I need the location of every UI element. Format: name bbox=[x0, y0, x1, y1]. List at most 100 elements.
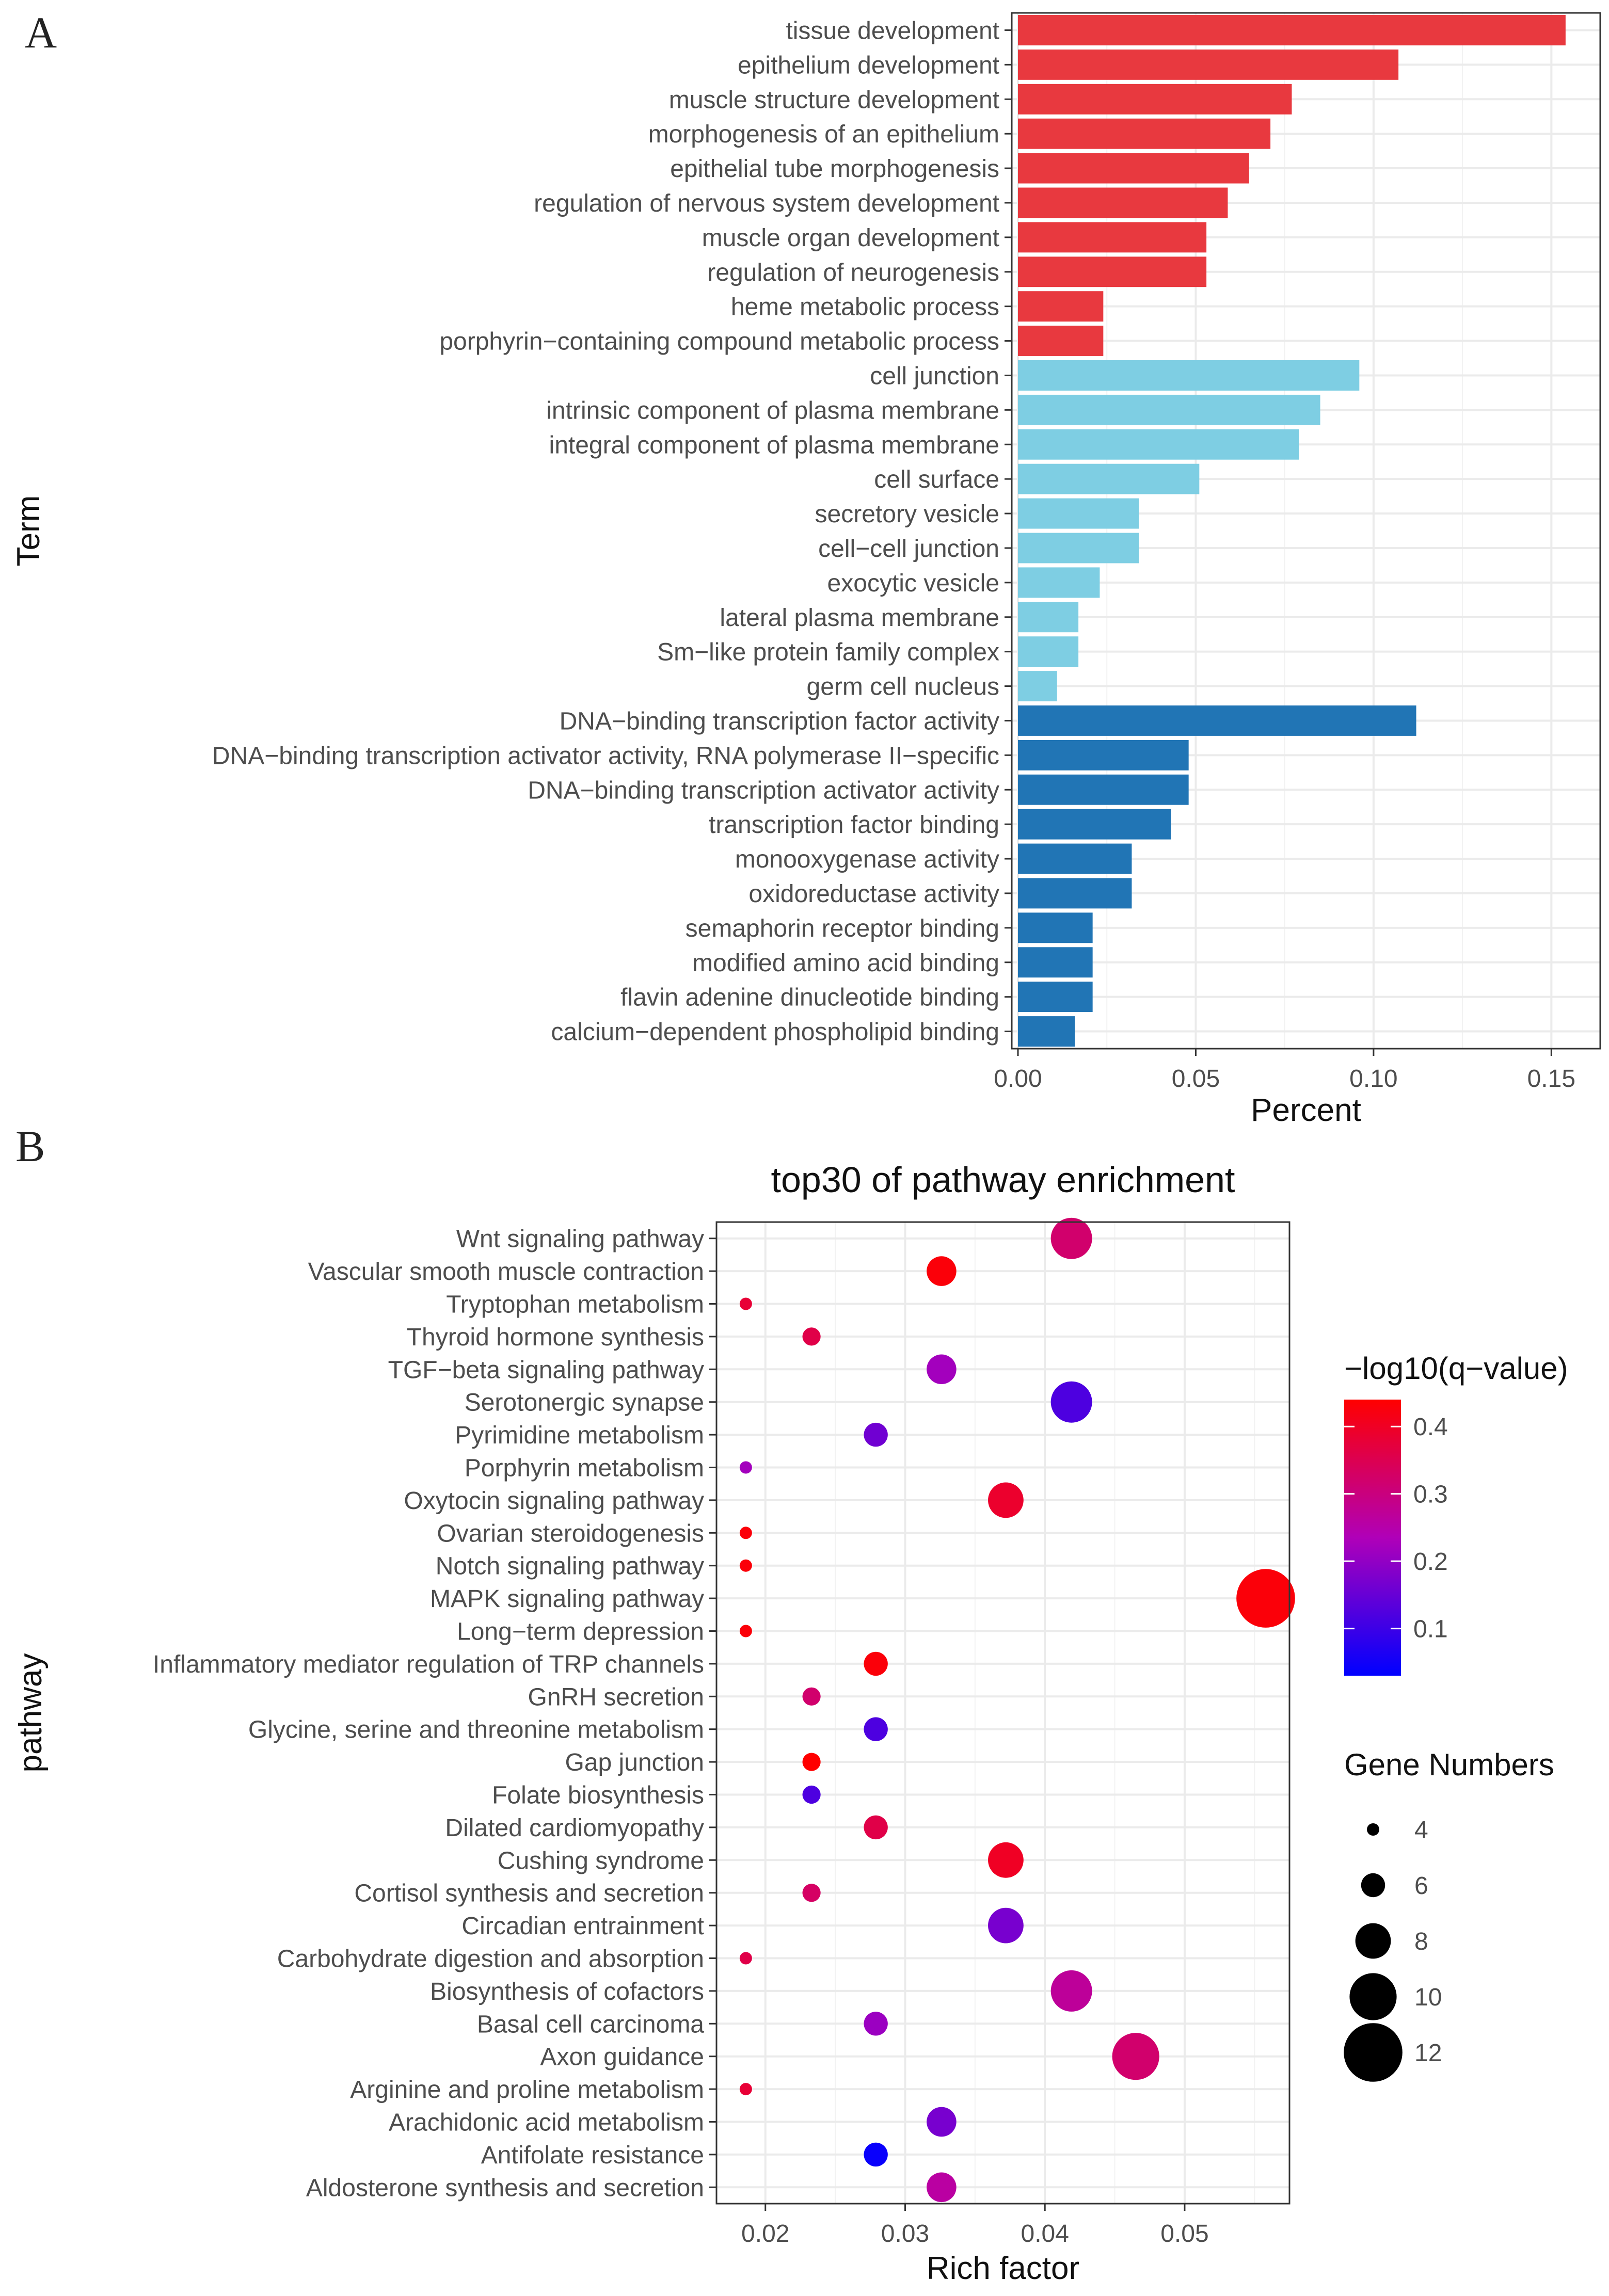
panel-a-y-tick-label: regulation of nervous system development bbox=[534, 190, 999, 217]
panel-b-y-tick-label: Cortisol synthesis and secretion bbox=[354, 1880, 704, 1907]
point-wnt-signaling-pathway bbox=[1050, 1217, 1092, 1259]
point-long-term-depression bbox=[739, 1625, 752, 1637]
size-legend-dot bbox=[1361, 1873, 1385, 1898]
point-dilated-cardiomyopathy bbox=[864, 1815, 888, 1840]
panel-b-y-tick-label: Thyroid hormone synthesis bbox=[407, 1324, 704, 1351]
size-legend-dot bbox=[1355, 1923, 1391, 1959]
panel-a-y-tick-label: lateral plasma membrane bbox=[720, 604, 999, 632]
point-thyroid-hormone-synthesis bbox=[802, 1327, 821, 1346]
bar-monooxygenase-activity bbox=[1018, 843, 1132, 874]
point-vascular-smooth-muscle-contraction bbox=[927, 1256, 957, 1286]
panel-label-a: A bbox=[25, 8, 57, 57]
panel-a-y-tick-label: tissue development bbox=[786, 17, 999, 44]
panel-b-y-tick-label: Dilated cardiomyopathy bbox=[445, 1815, 704, 1842]
bar-dna-binding-transcription-factor-activity bbox=[1018, 705, 1416, 736]
panel-a-y-tick-label: oxidoreductase activity bbox=[748, 880, 999, 908]
bar-flavin-adenine-dinucleotide-binding bbox=[1018, 982, 1093, 1013]
panel-a-y-tick-label: DNA−binding transcription activator acti… bbox=[528, 777, 999, 804]
point-oxytocin-signaling-pathway bbox=[988, 1482, 1024, 1518]
point-antifolate-resistance bbox=[864, 2142, 888, 2167]
panel-a-y-axis-title: Term bbox=[11, 495, 46, 567]
bar-dna-binding-transcription-activator-activity bbox=[1018, 774, 1189, 805]
point-gnrh-secretion bbox=[802, 1687, 821, 1706]
panel-a-y-tick-label: epithelial tube morphogenesis bbox=[670, 155, 999, 183]
bar-muscle-structure-development bbox=[1018, 84, 1292, 115]
point-gap-junction bbox=[802, 1753, 821, 1771]
panel-b-y-tick-label: Biosynthesis of cofactors bbox=[430, 1978, 704, 2005]
panel-a-y-tick-label: porphyrin−containing compound metabolic … bbox=[439, 328, 999, 356]
point-ovarian-steroidogenesis bbox=[739, 1527, 752, 1539]
point-circadian-entrainment bbox=[988, 1907, 1024, 1944]
color-legend-gradient bbox=[1344, 1400, 1401, 1676]
bar-intrinsic-component-of-plasma-membrane bbox=[1018, 394, 1320, 425]
panel-b-y-tick-label: Glycine, serine and threonine metabolism bbox=[248, 1716, 704, 1744]
panel-a-y-tick-label: exocytic vesicle bbox=[827, 570, 999, 597]
point-folate-biosynthesis bbox=[802, 1785, 821, 1804]
panel-a-bars bbox=[1018, 15, 1566, 1047]
color-legend-tick-label: 0.2 bbox=[1413, 1548, 1448, 1576]
point-mapk-signaling-pathway bbox=[1236, 1569, 1295, 1628]
panel-b-y-tick-label: Long−term depression bbox=[457, 1618, 704, 1646]
panel-b-x-axis-title: Rich factor bbox=[927, 2251, 1079, 2286]
bar-epithelial-tube-morphogenesis bbox=[1018, 153, 1249, 184]
size-legend-dot bbox=[1367, 1823, 1379, 1836]
panel-b-x-tick-label: 0.04 bbox=[1021, 2220, 1069, 2247]
panel-b-y-tick-label: Carbohydrate digestion and absorption bbox=[277, 1946, 704, 1973]
point-arginine-and-proline-metabolism bbox=[739, 2083, 752, 2096]
panel-b-y-tick-label: Aldosterone synthesis and secretion bbox=[306, 2174, 704, 2202]
panel-a-y-tick-label: transcription factor binding bbox=[709, 811, 999, 839]
panel-a-y-tick-label: modified amino acid binding bbox=[692, 950, 999, 977]
panel-a-y-tick-label: DNA−binding transcription activator acti… bbox=[212, 742, 999, 769]
bar-regulation-of-nervous-system-development bbox=[1018, 187, 1228, 218]
point-aldosterone-synthesis-and-secretion bbox=[927, 2172, 957, 2203]
bar-semaphorin-receptor-binding bbox=[1018, 912, 1093, 943]
panel-a-border bbox=[1011, 12, 1601, 1050]
panel-a-x-tick-label: 0.15 bbox=[1527, 1065, 1575, 1093]
bar-cell-surface bbox=[1018, 463, 1200, 494]
point-carbohydrate-digestion-and-absorption bbox=[739, 1952, 752, 1965]
bar-dna-binding-transcription-activator-activity-rna-polymerase-ii-specific bbox=[1018, 740, 1189, 770]
point-porphyrin-metabolism bbox=[739, 1461, 752, 1474]
panel-a-x-axis-title: Percent bbox=[1251, 1093, 1361, 1128]
bar-cell-cell-junction bbox=[1018, 533, 1139, 564]
color-legend-tick-label: 0.4 bbox=[1413, 1414, 1448, 1441]
panel-b-gridlines bbox=[716, 1222, 1289, 2204]
panel-a-y-tick-label: epithelium development bbox=[738, 52, 999, 79]
bar-modified-amino-acid-binding bbox=[1018, 947, 1093, 978]
bar-regulation-of-neurogenesis bbox=[1018, 256, 1207, 287]
bar-tissue-development bbox=[1018, 15, 1566, 45]
panel-a-y-tick-label: monooxygenase activity bbox=[735, 846, 999, 873]
panel-b-y-tick-label: Basal cell carcinoma bbox=[477, 2011, 704, 2038]
panel-b-y-tick-label: TGF−beta signaling pathway bbox=[388, 1356, 704, 1384]
panel-a-x-axis: 0.00 0.05 0.10 0.15 bbox=[994, 1049, 1575, 1093]
point-pyrimidine-metabolism bbox=[864, 1422, 888, 1447]
bar-heme-metabolic-process bbox=[1018, 291, 1104, 322]
panel-b-y-tick-label: Inflammatory mediator regulation of TRP … bbox=[153, 1651, 704, 1678]
panel-b-y-tick-label: Vascular smooth muscle contraction bbox=[308, 1258, 704, 1286]
panel-a-y-tick-label: Sm−like protein family complex bbox=[657, 639, 999, 666]
bar-secretory-vesicle bbox=[1018, 498, 1139, 529]
panel-a-x-tick-label: 0.00 bbox=[994, 1065, 1042, 1093]
point-cushing-syndrome bbox=[988, 1842, 1024, 1878]
bar-calcium-dependent-phospholipid-binding bbox=[1018, 1016, 1075, 1047]
panel-a-bar-chart: tissue development epithelium development… bbox=[11, 12, 1601, 1128]
panel-a-y-tick-label: cell surface bbox=[874, 466, 999, 493]
panel-a-y-tick-label: muscle structure development bbox=[669, 86, 999, 114]
panel-b-title: top30 of pathway enrichment bbox=[771, 1160, 1235, 1200]
point-axon-guidance bbox=[1112, 2033, 1159, 2080]
panel-b-y-axis: Wnt signaling pathway Vascular smooth mus… bbox=[153, 1226, 716, 2202]
panel-b-x-tick-label: 0.03 bbox=[881, 2220, 929, 2247]
size-legend-label: 4 bbox=[1414, 1817, 1428, 1844]
bar-muscle-organ-development bbox=[1018, 222, 1207, 253]
bar-integral-component-of-plasma-membrane bbox=[1018, 429, 1299, 460]
panel-a-y-tick-label: intrinsic component of plasma membrane bbox=[546, 397, 999, 424]
point-tgf-beta-signaling-pathway bbox=[927, 1354, 957, 1385]
panel-b-y-tick-label: Cushing syndrome bbox=[498, 1847, 704, 1874]
panel-a-x-tick-label: 0.10 bbox=[1349, 1065, 1397, 1093]
panel-a-x-tick-label: 0.05 bbox=[1172, 1065, 1220, 1093]
panel-b-y-tick-label: Folate biosynthesis bbox=[492, 1782, 704, 1809]
bar-morphogenesis-of-an-epithelium bbox=[1018, 118, 1271, 149]
color-legend-tick-label: 0.1 bbox=[1413, 1616, 1448, 1643]
